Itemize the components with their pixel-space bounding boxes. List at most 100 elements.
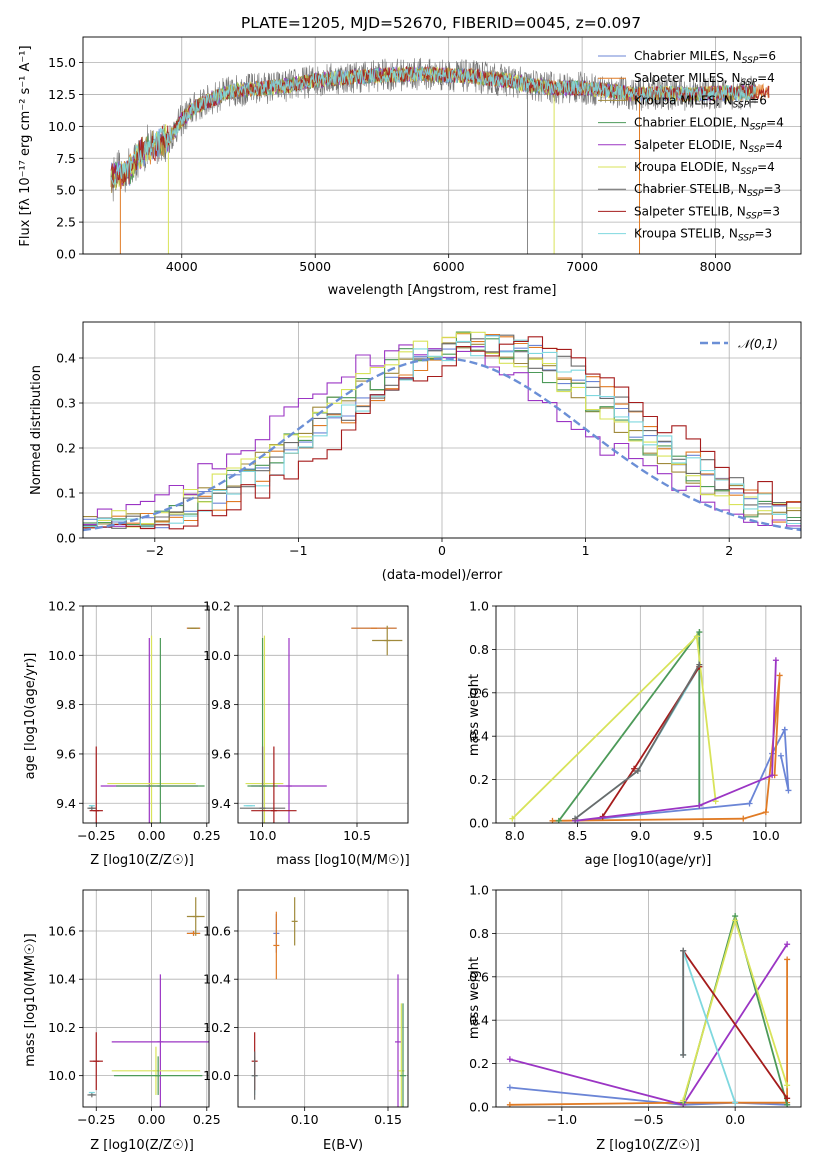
legend-sub: SSP xyxy=(738,234,755,244)
y-tick-label: 5.0 xyxy=(56,183,76,198)
legend-label: Salpeter ELODIE, NSSP=4 xyxy=(634,138,783,155)
y-tick-label: 10.2 xyxy=(48,599,76,614)
legend-value: =3 xyxy=(762,204,780,218)
y-tick-label: 2.5 xyxy=(56,215,76,230)
y-tick-label: 10.0 xyxy=(203,648,231,663)
weight-marker-0 xyxy=(746,800,753,807)
axes-frame xyxy=(237,605,409,824)
y-tick-label: 10.6 xyxy=(48,923,76,938)
x-axis-label: Z [log10(Z/Z☉)] xyxy=(596,1138,700,1153)
weight-marker-0 xyxy=(781,726,788,733)
weight-marker-7 xyxy=(696,661,703,668)
y-tick-label: 0.2 xyxy=(469,1056,489,1071)
x-tick-label: 5000 xyxy=(299,259,331,274)
plot-area xyxy=(509,629,792,823)
weight-marker-7 xyxy=(634,767,641,774)
legend-label-normal: 𝒩(0,1) xyxy=(738,337,778,351)
y-tick-label: 9.6 xyxy=(211,746,231,761)
normal-curve xyxy=(83,357,801,532)
axes-frame xyxy=(495,605,802,824)
weight-marker-6 xyxy=(772,657,779,664)
weight-marker-0 xyxy=(506,1084,513,1091)
histogram-step-7 xyxy=(83,335,801,527)
x-tick-label: 0 xyxy=(438,543,446,558)
y-axis-label: mass weight xyxy=(467,957,482,1039)
legend-value: =6 xyxy=(749,93,767,107)
weight-line-5 xyxy=(682,950,788,1099)
x-axis-label: E(B-V) xyxy=(323,1138,363,1153)
y-axis-label: Normed distribution xyxy=(29,365,44,495)
weight-marker-7 xyxy=(572,815,579,822)
legend-value: =3 xyxy=(754,227,772,241)
y-tick-label: 0.8 xyxy=(469,926,489,941)
spectrum-line-8 xyxy=(110,66,757,186)
weight-marker-4 xyxy=(680,1097,687,1104)
legend-value: =6 xyxy=(758,49,776,63)
mass-vs-metallicity-plot: −0.25 0.00 0.25 10.0 10.2 10.4 10.6 Z [log10(Z/… xyxy=(23,889,221,1153)
weight-marker-1 xyxy=(762,809,769,816)
y-tick-label: 0.0 xyxy=(56,247,76,262)
legend-label: Kroupa ELODIE, NSSP=4 xyxy=(634,160,775,177)
mass-weight-vs-age-plot: 8.0 8.5 9.0 9.5 10.0 0.0 0.2 0.4 0.6 0.8 1.0 age [l… xyxy=(467,599,802,868)
weight-marker-5 xyxy=(631,765,638,772)
mass-weight-vs-metallicity-plot: −1.0 −0.5 0.0 0.0 0.2 0.4 0.6 0.8 1.0 Z [log10(Z/… xyxy=(467,883,802,1153)
y-tick-label: 0.4 xyxy=(56,351,76,366)
x-tick-label: 0.25 xyxy=(193,828,221,843)
x-tick-label: −1.0 xyxy=(547,1112,577,1127)
legend-label: Chabrier MILES, NSSP=6 xyxy=(634,49,776,66)
x-tick-label: 9.0 xyxy=(630,828,650,843)
y-tick-label: 0.1 xyxy=(56,486,76,501)
plot-area xyxy=(110,57,770,254)
x-tick-label: 0.15 xyxy=(374,1112,402,1127)
x-tick-label: 0.00 xyxy=(138,828,166,843)
y-tick-label: 1.0 xyxy=(469,883,489,898)
legend-value: =4 xyxy=(757,160,775,174)
legend-value: =4 xyxy=(766,116,784,130)
legend-label: Chabrier STELIB, NSSP=3 xyxy=(634,182,781,199)
x-axis-label: age [log10(age/yr)] xyxy=(585,853,712,868)
x-tick-label: 0.10 xyxy=(291,1112,319,1127)
axes-frame xyxy=(82,36,802,255)
weight-line-0 xyxy=(577,726,790,822)
y-tick-label: 10.4 xyxy=(203,972,231,987)
y-tick-label: 10.2 xyxy=(203,1020,231,1035)
x-tick-label: −0.5 xyxy=(633,1112,663,1127)
x-tick-label: 0.25 xyxy=(193,1112,221,1127)
histogram-step-6 xyxy=(83,334,801,529)
weight-marker-6 xyxy=(769,772,776,779)
x-tick-label: 1 xyxy=(582,543,590,558)
histogram-step-8 xyxy=(83,336,801,530)
x-tick-label: −2 xyxy=(146,543,164,558)
legend-label: Kroupa STELIB, NSSP=3 xyxy=(634,227,772,244)
weight-marker-3 xyxy=(696,629,703,636)
weight-marker-1 xyxy=(776,672,783,679)
y-tick-label: 9.8 xyxy=(211,697,231,712)
axes-frame xyxy=(495,889,802,1108)
y-tick-label: 10.2 xyxy=(48,1020,76,1035)
legend-sub: SSP xyxy=(747,189,764,199)
age-vs-metallicity-plot: −0.25 0.00 0.25 9.4 9.6 9.8 10.0 10.2 Z [log10(Z… xyxy=(23,599,221,869)
weight-line-6 xyxy=(682,950,736,1103)
weight-marker-5 xyxy=(784,1095,791,1102)
x-tick-label: 8.5 xyxy=(568,828,588,843)
y-tick-label: 9.4 xyxy=(56,796,76,811)
x-tick-label: −0.25 xyxy=(77,1112,115,1127)
y-axis-label: Flux [fλ 10⁻¹⁷ erg cm⁻² s⁻¹ A⁻¹] xyxy=(18,45,33,246)
x-axis-label: mass [log10(M/M☉)] xyxy=(276,853,409,868)
residual-histogram: −2 −1 0 1 2 0.0 0.1 0.2 0.3 0.4 𝒩(0,1) (data-model)… xyxy=(29,321,802,583)
x-tick-label: 9.5 xyxy=(693,828,713,843)
y-tick-label: 0.8 xyxy=(469,642,489,657)
x-axis-label: Z [log10(Z/Z☉)] xyxy=(90,1138,194,1153)
legend-sub: SSP xyxy=(733,100,750,110)
legend-sub: SSP xyxy=(746,211,763,221)
weight-line-6 xyxy=(574,660,777,822)
legend-value: =4 xyxy=(765,138,783,152)
plot-area xyxy=(87,627,205,823)
weight-marker-4 xyxy=(732,917,739,924)
y-tick-label: 0.2 xyxy=(469,772,489,787)
weight-marker-4 xyxy=(509,815,516,822)
weight-marker-2 xyxy=(784,941,791,948)
weight-line-4 xyxy=(511,634,717,820)
x-tick-label: 0.00 xyxy=(138,1112,166,1127)
